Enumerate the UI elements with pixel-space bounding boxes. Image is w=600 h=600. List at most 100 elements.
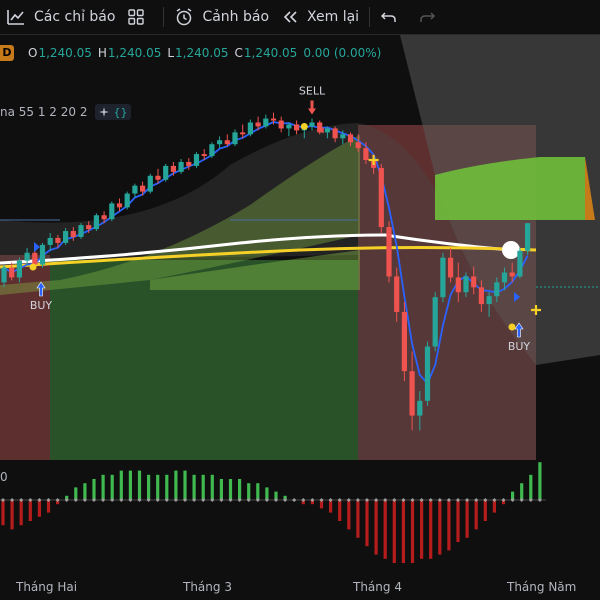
histogram-marker — [37, 498, 42, 502]
indicators-icon — [7, 10, 24, 25]
candle-body — [217, 140, 223, 145]
signal-dot — [508, 323, 516, 331]
histogram-bar — [438, 500, 442, 555]
candle-body — [294, 124, 300, 131]
redo-button[interactable] — [412, 0, 450, 34]
x-tick-label: Tháng 3 — [183, 580, 232, 594]
candle-body — [101, 215, 107, 220]
histogram-bar — [165, 474, 169, 500]
candle-body — [270, 118, 277, 121]
histogram-marker — [383, 498, 388, 502]
histogram-marker — [519, 498, 524, 502]
histogram-bar — [392, 500, 396, 563]
histogram-bar — [347, 500, 351, 530]
histogram-marker — [192, 498, 197, 502]
histogram-bar — [219, 479, 223, 500]
redo-icon — [420, 12, 436, 22]
histogram-bar — [28, 500, 32, 521]
candle-body — [201, 154, 207, 157]
histogram-marker — [46, 498, 51, 502]
signal-triangle-icon — [317, 127, 324, 134]
candle-body — [132, 185, 138, 194]
toolbar-divider — [163, 7, 165, 27]
candle-body — [347, 134, 354, 143]
indicators-label: Các chỉ báo — [34, 9, 116, 25]
buy-label: BUY — [30, 299, 53, 312]
indicator-settings-button[interactable]: {} — [95, 104, 132, 120]
histogram-marker — [410, 498, 415, 502]
histogram-bar — [10, 500, 14, 530]
histogram-bar — [319, 500, 324, 509]
histogram-bar — [492, 500, 496, 513]
cloud-segment — [0, 135, 360, 295]
histogram-marker — [474, 498, 479, 502]
histogram-bar — [174, 470, 178, 500]
price-chart[interactable]: SELL BUY BUY — [0, 35, 600, 600]
histogram-bar — [301, 500, 305, 505]
histogram-marker — [219, 498, 224, 502]
candle-body — [170, 165, 176, 172]
templates-button[interactable] — [121, 0, 159, 34]
cloud-edge — [585, 157, 595, 220]
undo-button[interactable] — [374, 0, 412, 34]
indicators-button[interactable]: Các chỉ báo — [0, 0, 121, 34]
candle-body — [93, 215, 99, 230]
histogram-bar — [474, 500, 478, 530]
candle-body — [39, 244, 46, 265]
histogram-bar — [110, 474, 114, 500]
top-toolbar: Các chỉ báo Cảnh báo Xem lại — [0, 0, 600, 35]
histogram-bar — [256, 483, 260, 500]
ohlc-legend: D O 1,240.05 H 1,240.05 L 1,240.05 C 1,240.0… — [0, 43, 387, 63]
histogram-marker — [274, 498, 278, 502]
grid-icon — [128, 9, 145, 25]
signal-triangle-icon — [514, 292, 520, 302]
histogram-bar — [147, 474, 151, 500]
histogram-bar — [137, 470, 142, 500]
histogram-bar — [383, 500, 387, 559]
histogram-bar — [283, 495, 287, 500]
candle-body — [401, 311, 407, 372]
candle-body — [240, 132, 246, 135]
timeframe-badge[interactable]: D — [0, 45, 14, 61]
histogram-marker — [437, 498, 442, 502]
histogram-bar — [156, 474, 160, 500]
histogram-bar — [401, 500, 405, 563]
replay-button[interactable]: Xem lại — [275, 0, 365, 34]
histogram-marker — [264, 498, 269, 502]
candle-body — [116, 203, 123, 208]
alerts-button[interactable]: Cảnh báo — [168, 0, 275, 34]
open-value: 1,240.05 — [38, 46, 92, 60]
x-tick-label: Tháng Hai — [16, 580, 78, 594]
cloud-segment — [150, 250, 360, 290]
candle-body — [317, 122, 323, 133]
high-key: H — [97, 46, 107, 60]
candle-body — [455, 277, 461, 293]
signal-dot — [29, 263, 37, 271]
close-key: C — [234, 46, 243, 60]
candle-body — [186, 161, 192, 166]
candle-body — [440, 257, 446, 298]
oscillator-histogram — [0, 462, 546, 563]
histogram-bar — [310, 500, 314, 505]
histogram-marker — [446, 498, 451, 502]
yellow-moving-average — [0, 246, 537, 269]
sparkle-icon — [99, 107, 110, 117]
candle-body — [224, 140, 230, 145]
histogram-marker — [456, 498, 460, 502]
histogram-marker — [19, 498, 24, 502]
high-value: 1,240.05 — [107, 46, 162, 60]
histogram-bar — [192, 474, 196, 500]
rewind-icon — [283, 11, 297, 23]
histogram-marker — [92, 498, 96, 502]
histogram-marker — [428, 498, 433, 502]
cloud-segment — [435, 157, 585, 220]
change-value: 0.00 (0.00%) — [303, 46, 382, 60]
candle-body — [78, 225, 84, 237]
candle-body — [340, 134, 346, 139]
oscillator-zero-label: 0 — [0, 470, 8, 484]
low-value: 1,240.05 — [175, 46, 229, 60]
histogram-bar — [183, 470, 187, 500]
open-key: O — [28, 46, 38, 60]
histogram-bar — [520, 483, 524, 500]
candle-body — [332, 128, 338, 139]
